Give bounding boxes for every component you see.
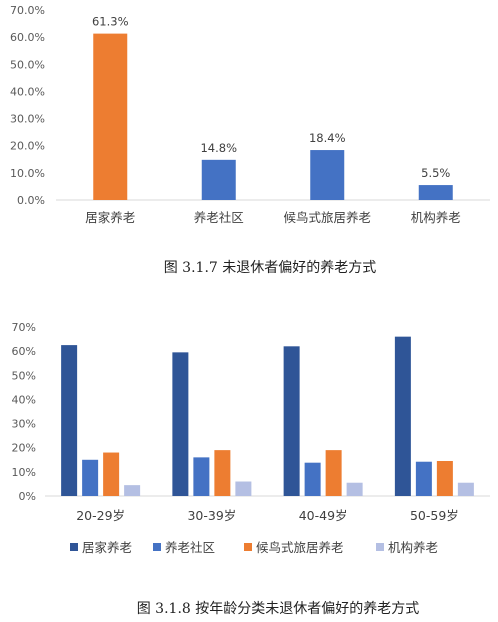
- chart1-category-label: 居家养老: [85, 210, 135, 225]
- chart2-y-tick-label: 30%: [12, 418, 36, 431]
- chart2-y-axis: 0% 10% 20% 30% 40% 50% 60% 70%: [12, 321, 36, 503]
- chart2-bar: [193, 457, 210, 496]
- chart2-category-label: 50-59岁: [410, 508, 459, 523]
- chart2-legend-swatch: [376, 543, 384, 551]
- chart2-legend-swatch: [70, 543, 78, 551]
- chart1-y-axis: 0.0% 10.0% 20.0% 30.0% 40.0% 50.0% 60.0% 70.0%: [10, 4, 45, 207]
- chart2-bar: [172, 352, 189, 496]
- chart2-legend-label: 候鸟式旅居养老: [256, 540, 344, 555]
- chart1-caption: 图 3.1.7 未退休者偏好的养老方式: [164, 260, 377, 276]
- chart1-x-axis: 居家养老 养老社区 候鸟式旅居养老 机构养老: [85, 210, 461, 225]
- chart2-bar: [235, 481, 252, 496]
- chart2-caption: 图 3.1.8 按年龄分类未退休者偏好的养老方式: [137, 601, 420, 617]
- chart2-bar: [214, 450, 231, 496]
- chart2-y-tick-label: 40%: [12, 393, 36, 406]
- chart2-bar: [124, 485, 141, 496]
- chart2-y-tick-label: 50%: [12, 369, 36, 382]
- chart1-y-tick-label: 70.0%: [10, 4, 45, 17]
- chart1-data-label: 61.3%: [92, 15, 129, 29]
- chart2-legend-label: 机构养老: [388, 540, 438, 555]
- chart2-legend: 居家养老 养老社区 候鸟式旅居养老 机构养老: [70, 540, 438, 555]
- chart1-bar: [93, 33, 128, 200]
- chart1-y-tick-label: 30.0%: [10, 113, 45, 126]
- chart1-data-label: 14.8%: [200, 141, 237, 155]
- chart1-data-labels: 61.3% 14.8% 18.4% 5.5%: [92, 15, 450, 180]
- chart1-y-tick-label: 60.0%: [10, 31, 45, 44]
- chart2-bar: [394, 336, 411, 496]
- chart2-category-label: 40-49岁: [299, 508, 348, 523]
- chart2-bars: [61, 336, 474, 496]
- chart2-y-tick-label: 60%: [12, 345, 36, 358]
- chart1-bar: [201, 159, 236, 200]
- chart2-x-axis: 20-29岁 30-39岁 40-49岁 50-59岁: [76, 508, 459, 523]
- chart2-bar: [283, 346, 300, 496]
- chart2-y-tick-label: 10%: [12, 466, 36, 479]
- chart2-bar: [346, 482, 363, 496]
- chart1-y-tick-label: 40.0%: [10, 85, 45, 98]
- chart2-category-label: 30-39岁: [187, 508, 236, 523]
- chart1-bars: [93, 33, 453, 200]
- chart1-bar: [310, 150, 345, 200]
- chart1-data-label: 18.4%: [309, 131, 346, 145]
- chart-preferred-care-mode: 0.0%10.0%20.0%30.0%40.0%50.0%60.0%70.0% …: [10, 4, 490, 225]
- chart2-legend-label: 养老社区: [165, 540, 215, 555]
- chart2-legend-label: 居家养老: [82, 540, 132, 555]
- chart2-bar: [457, 482, 474, 496]
- chart2-bar: [61, 345, 78, 496]
- chart1-category-label: 机构养老: [411, 210, 461, 225]
- chart1-y-tick-label: 20.0%: [10, 140, 45, 153]
- chart2-bar: [82, 459, 99, 496]
- chart2-bar: [103, 452, 120, 496]
- chart-care-mode-by-age: 0% 10% 20% 30% 40% 50% 60% 70% 20-29岁 30-39岁 40-4…: [12, 321, 490, 555]
- chart2-bar: [436, 460, 453, 496]
- chart2-bar: [415, 461, 432, 496]
- chart1-y-tick-label: 10.0%: [10, 167, 45, 180]
- chart1-category-label: 养老社区: [194, 210, 244, 225]
- chart2-legend-swatch: [244, 543, 252, 551]
- chart1-category-label: 候鸟式旅居养老: [283, 210, 371, 225]
- chart2-bar: [304, 462, 321, 496]
- chart2-bar: [325, 450, 342, 496]
- chart1-y-tick-label: 50.0%: [10, 58, 45, 71]
- chart2-y-tick-label: 70%: [12, 321, 36, 334]
- chart2-y-tick-label: 0%: [19, 490, 36, 503]
- chart2-legend-swatch: [153, 543, 161, 551]
- chart2-y-tick-label: 20%: [12, 442, 36, 455]
- chart1-bar: [418, 185, 453, 200]
- chart1-data-label: 5.5%: [421, 166, 450, 180]
- chart2-category-label: 20-29岁: [76, 508, 125, 523]
- chart1-y-tick-label: 0.0%: [17, 194, 45, 207]
